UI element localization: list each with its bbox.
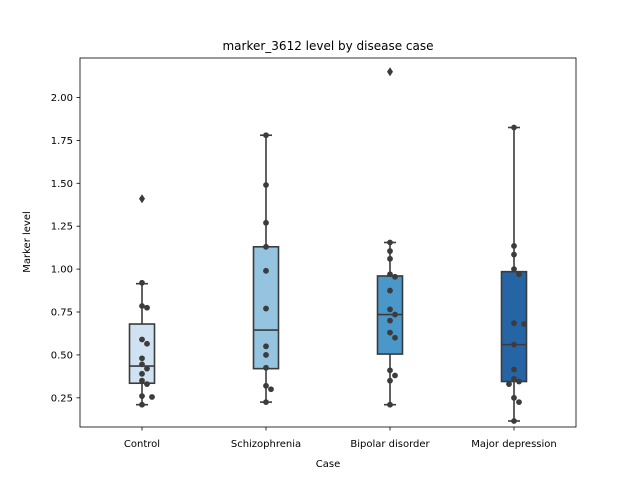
data-point [139, 336, 145, 343]
y-tick-label: 1.25 [51, 222, 73, 233]
data-point [387, 271, 393, 278]
data-point [516, 399, 522, 406]
data-point [263, 219, 269, 226]
data-point [263, 267, 269, 274]
data-point [387, 329, 393, 336]
data-point [149, 394, 155, 400]
data-point [387, 248, 393, 254]
data-point [516, 271, 522, 278]
data-point [139, 401, 145, 408]
x-tick-label: Major depression [471, 439, 557, 450]
data-point [139, 361, 145, 368]
x-tick-label: Bipolar disorder [350, 439, 430, 450]
data-point [139, 393, 145, 400]
y-tick-label: 0.75 [51, 308, 73, 319]
data-point [511, 124, 517, 131]
outlier-point [139, 194, 145, 204]
y-tick-label: 2.00 [51, 93, 73, 104]
data-point [263, 352, 269, 358]
data-point [144, 340, 150, 347]
y-tick-label: 1.75 [51, 136, 73, 147]
plot-area [128, 67, 528, 424]
data-point [387, 306, 393, 313]
data-point [144, 365, 150, 372]
data-point [263, 399, 269, 406]
data-point [263, 243, 269, 250]
data-point [263, 182, 269, 188]
data-point [387, 287, 393, 294]
box-group [500, 126, 528, 422]
data-point [263, 343, 269, 350]
outlier-point [387, 67, 393, 77]
data-point [392, 311, 398, 318]
data-point [263, 364, 269, 371]
y-tick-label: 1.50 [51, 179, 73, 190]
data-point [139, 303, 145, 309]
y-tick-label: 1.00 [51, 265, 73, 276]
data-point [387, 317, 393, 324]
axes-frame [79, 57, 577, 428]
data-point [521, 321, 527, 327]
y-tick-label: 0.50 [51, 350, 73, 361]
box-iqr [500, 270, 528, 383]
data-point [387, 239, 393, 246]
data-point [392, 273, 398, 280]
data-point [268, 386, 274, 393]
x-axis-label: Case [316, 459, 340, 470]
data-point [511, 418, 517, 424]
y-tick-label: 0.25 [51, 393, 73, 404]
data-point [392, 334, 398, 341]
data-point [139, 370, 145, 377]
data-point [511, 376, 517, 382]
data-point [144, 304, 150, 311]
y-axis-label: Marker level [22, 211, 33, 273]
data-point [511, 394, 517, 401]
x-tick-label: Schizophrenia [231, 439, 301, 450]
data-point [139, 377, 145, 384]
data-point [263, 305, 269, 312]
data-point [387, 377, 393, 384]
data-point [516, 378, 522, 385]
data-point [263, 382, 269, 389]
data-point [387, 255, 393, 262]
data-point [511, 320, 517, 327]
chart-title: marker_3612 level by disease case [222, 39, 433, 53]
data-point [139, 355, 145, 362]
x-tick-label: Control [124, 439, 160, 450]
data-point [263, 132, 269, 139]
data-point [387, 401, 393, 408]
data-point [392, 372, 398, 379]
data-point [511, 266, 517, 273]
data-point [511, 243, 517, 249]
data-point [387, 367, 393, 374]
data-point [511, 366, 517, 373]
data-point [139, 279, 145, 286]
data-point [144, 381, 150, 387]
data-point [506, 381, 512, 387]
data-point [511, 341, 517, 348]
data-point [511, 251, 517, 258]
